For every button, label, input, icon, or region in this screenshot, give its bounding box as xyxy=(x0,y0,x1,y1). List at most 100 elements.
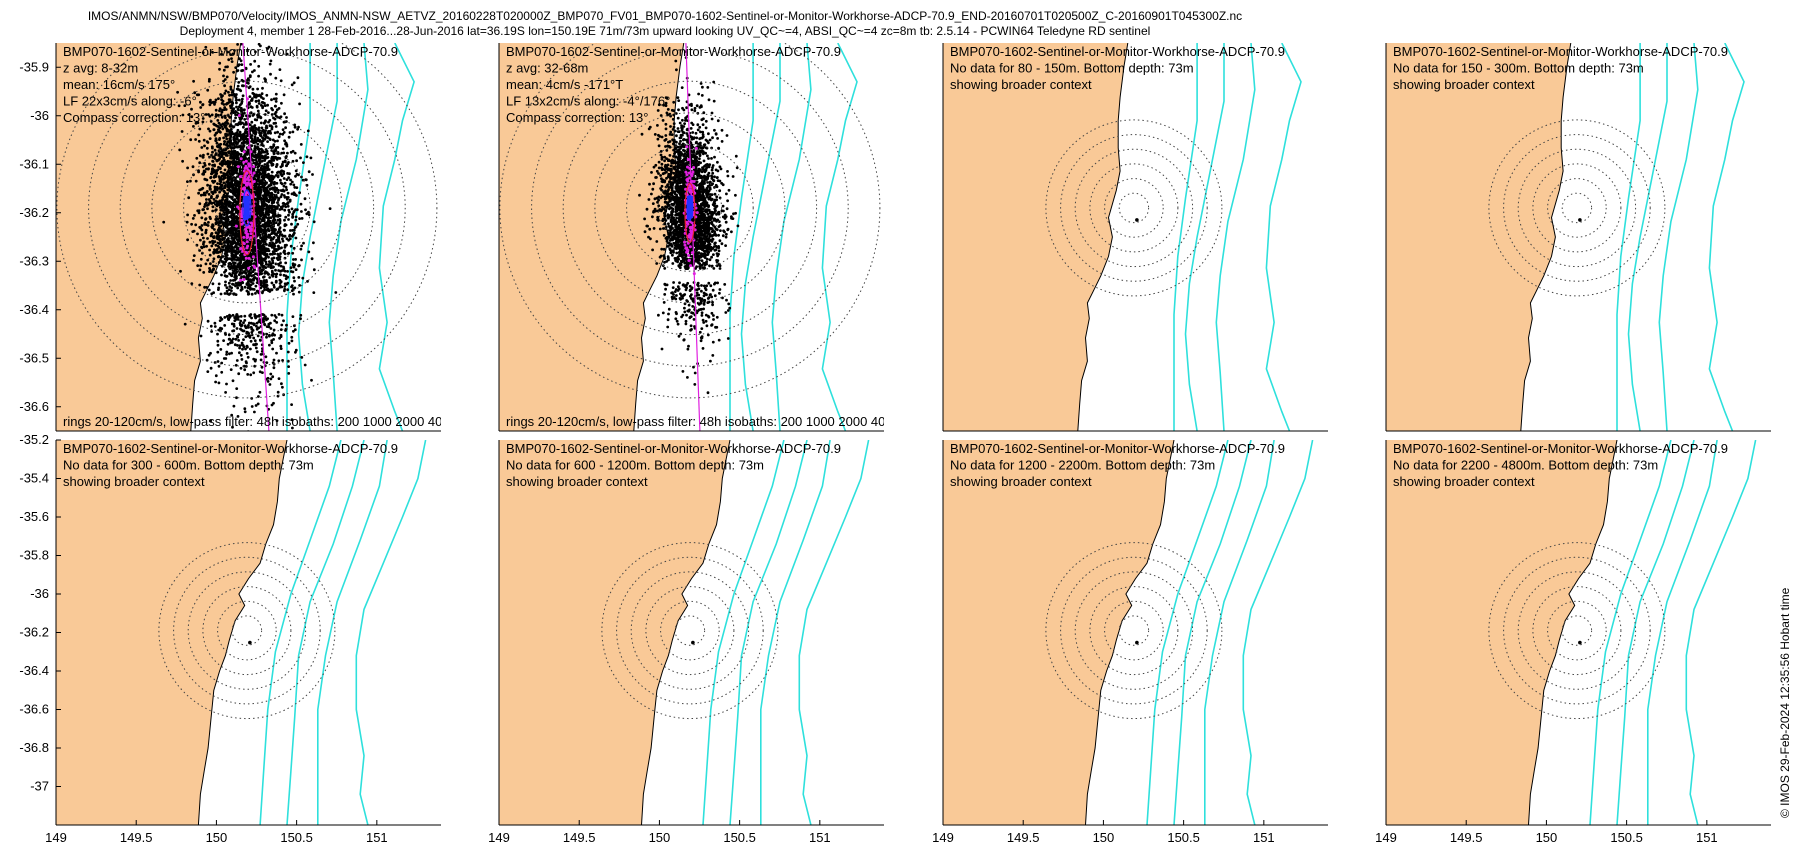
scatter-point xyxy=(274,280,278,284)
scatter-point xyxy=(210,145,214,149)
scatter-point xyxy=(216,182,219,186)
scatter-point xyxy=(206,370,210,373)
scatter-point xyxy=(306,129,310,133)
scatter-point xyxy=(242,321,245,325)
scatter-point xyxy=(192,79,196,83)
scatter-point xyxy=(298,284,301,287)
scatter-point xyxy=(207,221,210,224)
scatter-point xyxy=(290,339,294,343)
scatter-point xyxy=(224,233,227,237)
scatter-point xyxy=(219,147,223,150)
scatter-point xyxy=(197,191,201,195)
scatter-point xyxy=(228,313,231,317)
scatter-point xyxy=(227,58,231,62)
scatter-point xyxy=(293,125,297,129)
scatter-point xyxy=(274,110,278,114)
scatter-point xyxy=(286,204,290,208)
scatter-point xyxy=(291,315,295,318)
scatter-point xyxy=(260,159,264,163)
scatter-point xyxy=(207,113,210,116)
y-tick-label: -36.4 xyxy=(19,302,49,317)
scatter-point xyxy=(224,154,228,157)
scatter-point xyxy=(226,185,230,189)
scatter-point xyxy=(265,332,269,336)
scatter-point xyxy=(213,174,217,178)
scatter-point xyxy=(201,120,205,124)
scatter-point xyxy=(263,158,267,162)
scatter-point xyxy=(202,271,206,274)
scatter-point xyxy=(277,313,281,316)
scatter-point xyxy=(240,97,244,101)
lowpass-point xyxy=(234,224,238,228)
scatter-point xyxy=(283,234,286,238)
scatter-point xyxy=(274,92,278,96)
scatter-point xyxy=(264,315,267,319)
scatter-point xyxy=(231,195,234,199)
scatter-point xyxy=(274,268,277,272)
scatter-point xyxy=(273,210,277,214)
scatter-point xyxy=(249,373,253,377)
scatter-point xyxy=(263,186,267,190)
scatter-point xyxy=(250,97,254,100)
scatter-point xyxy=(271,274,275,278)
scatter-point xyxy=(272,328,276,332)
scatter-point xyxy=(334,291,338,294)
scatter-point xyxy=(300,217,304,220)
scatter-point xyxy=(230,413,234,417)
lowpass-point xyxy=(245,246,249,250)
scatter-point xyxy=(272,242,276,246)
scatter-point xyxy=(271,163,275,166)
scatter-point xyxy=(307,213,311,217)
scatter-point xyxy=(269,72,272,76)
scatter-point xyxy=(312,291,316,294)
scatter-point xyxy=(239,353,243,357)
scatter-point xyxy=(254,99,258,103)
scatter-point xyxy=(211,35,214,38)
scatter-point xyxy=(278,68,282,71)
scatter-point xyxy=(294,218,298,222)
scatter-point xyxy=(191,165,195,169)
scatter-point xyxy=(226,246,229,250)
scatter-point xyxy=(203,205,206,209)
scatter-point xyxy=(284,244,288,247)
scatter-point xyxy=(200,224,204,227)
scatter-point xyxy=(284,205,288,209)
scatter-point xyxy=(223,211,227,214)
scatter-point xyxy=(230,251,234,255)
scatter-point xyxy=(199,100,202,104)
scatter-point xyxy=(263,229,267,233)
scatter-point xyxy=(275,165,278,169)
scatter-point xyxy=(284,277,288,281)
scatter-point xyxy=(216,119,220,122)
scatter-point xyxy=(225,75,229,79)
scatter-point xyxy=(283,282,287,286)
lowpass-point xyxy=(247,162,251,166)
scatter-point xyxy=(234,337,238,341)
scatter-point xyxy=(233,236,237,240)
scatter-point xyxy=(249,321,253,325)
scatter-point xyxy=(198,127,202,131)
scatter-point xyxy=(250,292,254,296)
scatter-point xyxy=(263,288,266,292)
scatter-point xyxy=(213,164,217,168)
scatter-point xyxy=(247,326,250,329)
scatter-point xyxy=(216,194,220,198)
scatter-point xyxy=(214,380,218,384)
scatter-point xyxy=(225,198,229,202)
scatter-point xyxy=(269,372,273,376)
scatter-point xyxy=(223,123,226,127)
scatter-point xyxy=(229,153,233,156)
scatter-point xyxy=(220,110,224,114)
scatter-point xyxy=(270,192,274,196)
panel-annotation-line: LF 22x3cm/s along: -6° xyxy=(63,94,197,109)
scatter-point xyxy=(208,215,212,219)
scatter-point xyxy=(252,125,256,129)
y-tick-label: -36.2 xyxy=(19,205,49,220)
scatter-point xyxy=(280,313,284,317)
scatter-point xyxy=(220,264,224,268)
scatter-point xyxy=(283,208,287,212)
scatter-point xyxy=(297,290,301,294)
scatter-point xyxy=(285,116,288,119)
scatter-point xyxy=(231,107,235,111)
scatter-point xyxy=(230,257,234,260)
